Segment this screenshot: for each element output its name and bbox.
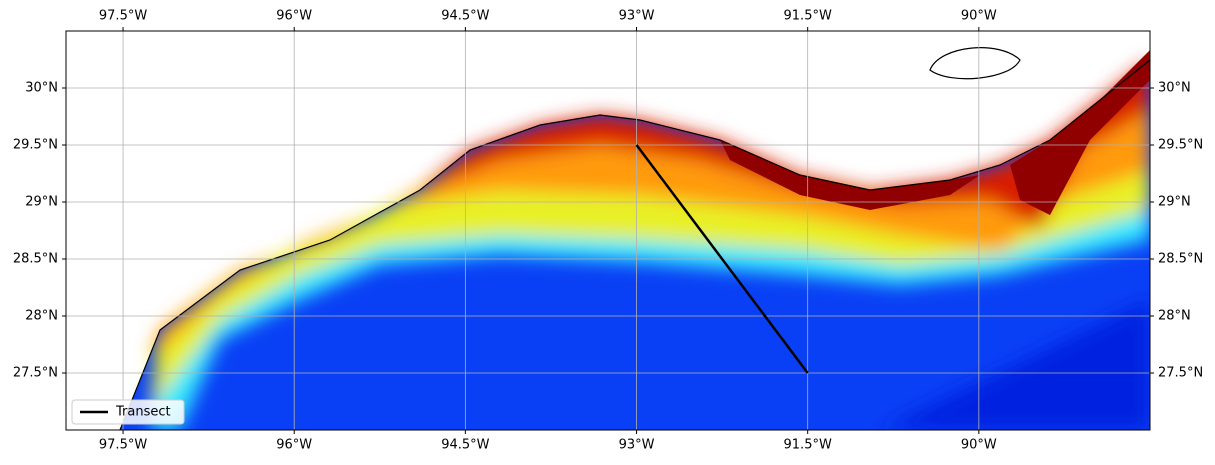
grid: [66, 31, 1150, 430]
y-tick-label: 28.5°N: [13, 252, 58, 267]
legend-box: [71, 399, 185, 425]
y-tick-label: 27.5°N: [1158, 366, 1203, 381]
x-tick-label: 97.5°W: [99, 438, 147, 453]
map-frame: [65, 30, 1151, 431]
x-tick-label: 93°W: [619, 438, 655, 453]
y-tick-label: 30°N: [1158, 81, 1191, 96]
y-tick-label: 27.5°N: [13, 366, 58, 381]
y-tick-label: 29°N: [25, 195, 58, 210]
y-tick-label: 29°N: [1158, 195, 1191, 210]
x-tick-label: 90°W: [961, 438, 997, 453]
x-tick-label: 90°W: [961, 9, 997, 24]
y-tick-label: 30°N: [25, 81, 58, 96]
x-tick-label: 91.5°W: [784, 9, 832, 24]
y-tick-label: 28.5°N: [1158, 252, 1203, 267]
imagery: [66, 31, 1150, 430]
y-tick-label: 28°N: [25, 309, 58, 324]
x-tick-label: 91.5°W: [784, 438, 832, 453]
x-tick-label: 93°W: [619, 9, 655, 24]
y-tick-label: 29.5°N: [1158, 138, 1203, 153]
y-tick-label: 28°N: [1158, 309, 1191, 324]
legend-label: Transect: [115, 405, 171, 420]
x-tick-label: 94.5°W: [441, 9, 489, 24]
x-tick-label: 94.5°W: [441, 438, 489, 453]
y-tick-label: 29.5°N: [13, 138, 58, 153]
x-tick-label: 97.5°W: [99, 9, 147, 24]
x-tick-label: 96°W: [276, 438, 312, 453]
transect-line: [635, 144, 809, 374]
x-tick-label: 96°W: [276, 9, 312, 24]
